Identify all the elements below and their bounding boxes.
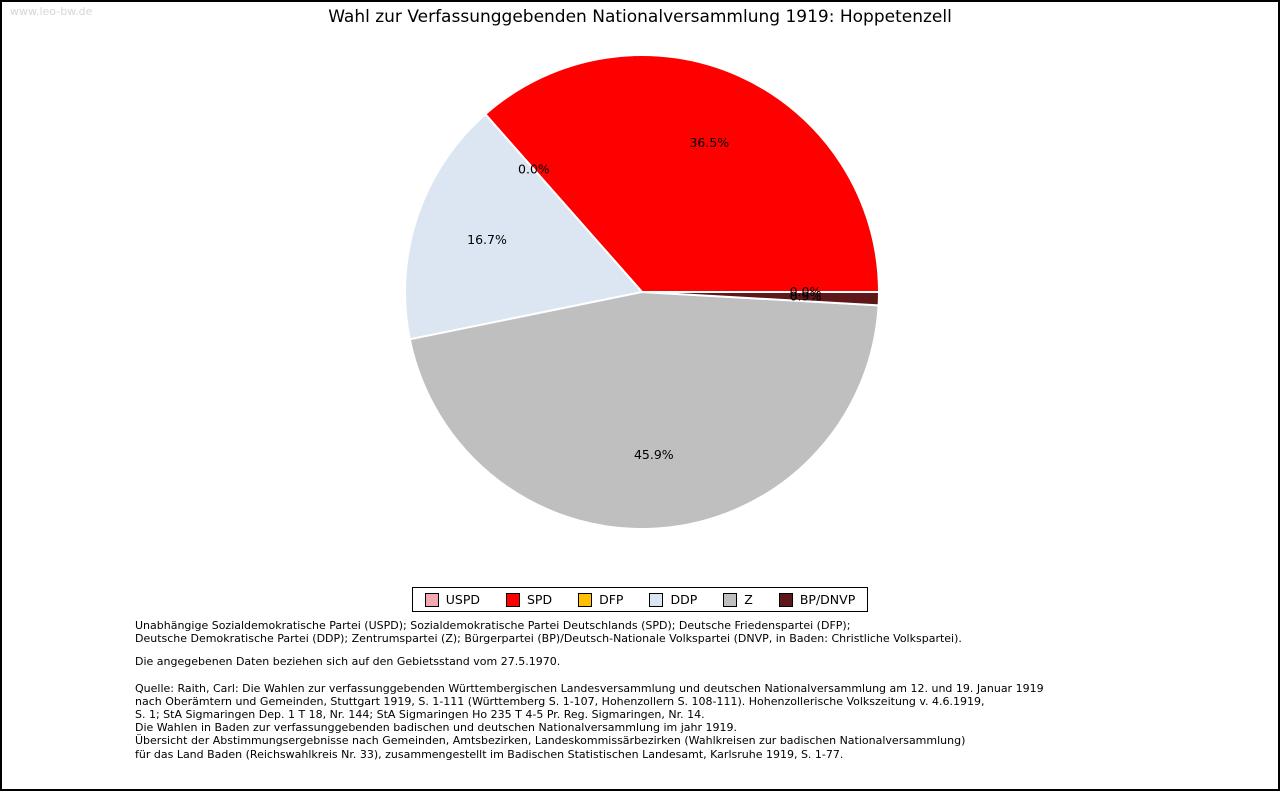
legend-item-spd: SPD <box>506 592 552 607</box>
legend-label-bp-dnvp: BP/DNVP <box>799 592 856 607</box>
legend-item-uspd: USPD <box>424 592 480 607</box>
footnote-source-line: S. 1; StA Sigmaringen Dep. 1 T 18, Nr. 1… <box>135 708 705 722</box>
pie-percent-label-spd: 36.5% <box>689 135 729 150</box>
footnote-data-note: Die angegebenen Daten beziehen sich auf … <box>135 655 561 669</box>
legend-item-bp-dnvp: BP/DNVP <box>778 592 856 607</box>
pie-percent-label-uspd: 0.0% <box>790 284 822 299</box>
footnote-source-line: nach Oberämtern und Gemeinden, Stuttgart… <box>135 694 985 708</box>
footnote-spacer <box>135 669 1044 682</box>
legend-box: USPD SPD DFP DDP Z BP/DNVP <box>411 587 869 612</box>
legend-swatch-bp-dnvp <box>778 592 793 607</box>
pie-percent-label-ddp: 16.7% <box>467 232 507 247</box>
legend-swatch-ddp <box>649 592 664 607</box>
footnote-source-line: Die Wahlen in Baden zur verfassunggebend… <box>135 721 738 735</box>
legend-swatch-spd <box>506 592 520 607</box>
footnote-source-line: Quelle: Raith, Carl: Die Wahlen zur verf… <box>135 681 1044 695</box>
pie-slice-ddp <box>404 113 643 341</box>
pie-slice-z <box>408 291 880 530</box>
pie-slice-spd <box>484 54 880 293</box>
legend-label-dfp: DFP <box>599 592 624 607</box>
legend: USPD SPD DFP DDP Z BP/DNVP <box>2 587 1278 612</box>
legend-item-dfp: DFP <box>578 592 623 607</box>
legend-label-spd: SPD <box>527 592 553 607</box>
legend-item-z: Z <box>723 592 753 607</box>
legend-swatch-z <box>723 592 738 607</box>
footnote-party-line: Unabhängige Sozialdemokratische Partei (… <box>135 619 851 632</box>
legend-item-ddp: DDP <box>649 592 697 607</box>
legend-label-uspd: USPD <box>445 592 480 607</box>
watermark: www.leo-bw.de <box>10 5 93 18</box>
legend-label-ddp: DDP <box>670 592 698 607</box>
pie-percent-label-z: 45.9% <box>634 447 674 462</box>
legend-label-z: Z <box>744 592 753 607</box>
legend-swatch-dfp <box>578 592 593 607</box>
pie-percent-label-bp-dnvp: 0.9% <box>790 289 822 304</box>
footnotes: Unabhängige Sozialdemokratische Partei (… <box>135 619 1044 761</box>
pie-percent-label-dfp: 0.0% <box>518 161 550 176</box>
chart-title: Wahl zur Verfassunggebenden Nationalvers… <box>328 7 952 27</box>
footnote-source-line: für das Land Baden (Reichswahlkreis Nr. … <box>135 747 844 761</box>
footnote-spacer <box>135 645 1044 655</box>
footnote-source-line: Übersicht der Abstimmungsergebnisse nach… <box>135 734 966 748</box>
footnote-party-line: Deutsche Demokratische Partei (DDP); Zen… <box>135 632 962 646</box>
legend-swatch-uspd <box>424 592 439 607</box>
pie-slice-bp-dnvp <box>641 291 880 307</box>
